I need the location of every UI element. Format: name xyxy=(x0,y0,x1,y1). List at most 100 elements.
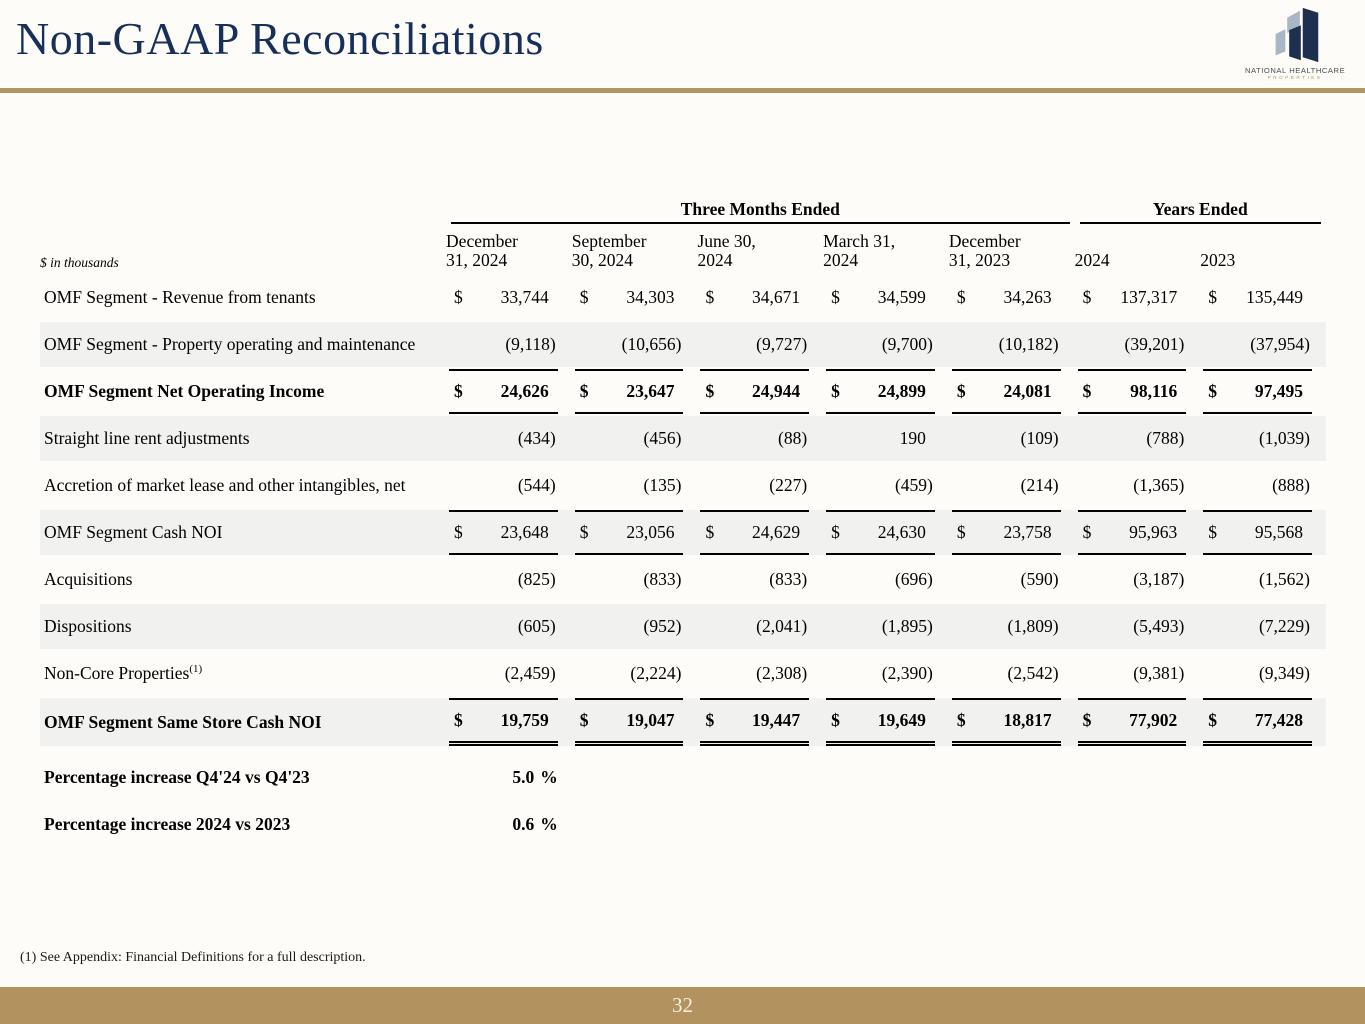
table-row: Acquisitions (825) (833) (833) (696) (590) (3,… xyxy=(40,556,1326,603)
value-cell: (2,041) xyxy=(697,603,824,650)
value-cell: (227) xyxy=(769,475,808,495)
units-note: $ in thousands xyxy=(40,255,119,270)
page-number: 32 xyxy=(672,993,693,1017)
dollar-sign: $ xyxy=(956,286,966,307)
value-cell: $77,902 xyxy=(1074,697,1201,747)
value-cell: $98,116 xyxy=(1075,368,1201,415)
corner-cell xyxy=(40,196,446,224)
table-row: OMF Segment Cash NOI $23,648 $23,056 $24,62… xyxy=(40,509,1326,556)
value-cell: (10,182) xyxy=(948,321,1075,368)
value-cell: $77,428 xyxy=(1200,697,1326,747)
empty-cell xyxy=(1200,754,1326,801)
footer-bar: 32 xyxy=(0,987,1365,1024)
value-cell: $33,744 xyxy=(446,274,572,321)
row-label: Accretion of market lease and other inta… xyxy=(44,475,406,495)
value-cell: (434) xyxy=(446,415,572,462)
value-cell: (605) xyxy=(446,603,572,650)
empty-cell xyxy=(572,801,698,848)
row-label: OMF Segment Net Operating Income xyxy=(44,381,325,401)
value-cell: (1,809) xyxy=(948,603,1075,650)
dollar-sign: $ xyxy=(579,381,589,401)
dollar-sign: $ xyxy=(1082,381,1092,401)
value-cell: 190 xyxy=(823,415,949,462)
value-cell: $23,647 xyxy=(572,368,698,415)
value-cell: $24,899 xyxy=(823,368,949,415)
dollar-sign: $ xyxy=(831,286,840,307)
value-cell: (590) xyxy=(1020,569,1059,589)
row-label: OMF Segment Same Store Cash NOI xyxy=(40,697,447,747)
dollar-sign: $ xyxy=(831,381,840,401)
value-cell: (88) xyxy=(697,415,824,462)
value-cell: (788) xyxy=(1074,415,1201,462)
value-cell: $34,303 xyxy=(572,274,698,321)
empty-cell xyxy=(823,754,949,801)
value-cell: (2,224) xyxy=(630,663,682,683)
value-cell: (2,542) xyxy=(1007,663,1059,683)
column-header-row: $ in thousands December 31, 2024 September 3… xyxy=(40,224,1326,274)
empty-cell xyxy=(697,801,823,848)
dollar-sign: $ xyxy=(705,522,715,542)
company-logo: NATIONAL HEALTHCARE PROPERTIES xyxy=(1245,6,1345,81)
group-header-row: Three Months Ended Years Ended xyxy=(40,196,1326,224)
empty-cell xyxy=(1075,754,1201,801)
dollar-sign: $ xyxy=(1208,710,1218,730)
value-cell: $24,629 xyxy=(697,509,824,556)
dollar-sign: $ xyxy=(1082,522,1092,542)
empty-cell xyxy=(572,754,698,801)
logo-subtitle-text: PROPERTIES xyxy=(1267,76,1323,81)
column-header-2: June 30, 2024 xyxy=(697,230,756,271)
column-header-6: 2023 xyxy=(1200,250,1236,271)
value-cell: (214) xyxy=(1020,475,1059,495)
value-cell: (459) xyxy=(894,475,933,495)
dollar-sign: $ xyxy=(454,381,463,401)
row-label: Acquisitions xyxy=(44,569,133,589)
table-row: Dispositions (605) (952) (2,041) (1,895) (1,8… xyxy=(40,603,1326,650)
value-cell: $24,626 xyxy=(446,368,572,415)
value-cell: (1,365) xyxy=(1133,475,1185,495)
value-cell: (9,727) xyxy=(697,321,824,368)
value-cell: (5,493) xyxy=(1074,603,1201,650)
dollar-sign: $ xyxy=(1208,522,1218,542)
value-cell: (2,459) xyxy=(504,663,556,683)
table-row: OMF Segment Same Store Cash NOI $19,759 $1… xyxy=(40,697,1326,747)
value-cell: (37,954) xyxy=(1200,321,1326,368)
empty-cell xyxy=(823,801,949,848)
column-header-3: March 31, 2024 xyxy=(823,230,896,271)
value-cell: (39,201) xyxy=(1074,321,1201,368)
dollar-sign: $ xyxy=(1208,381,1218,401)
dollar-sign: $ xyxy=(956,522,966,542)
group-header-0: Three Months Ended xyxy=(446,196,1075,224)
value-cell: (833) xyxy=(643,569,682,589)
table-row: Non-Core Properties(1) (2,459) (2,224) (2,3… xyxy=(40,650,1326,697)
dollar-sign: $ xyxy=(454,710,463,730)
logo-buildings-icon xyxy=(1275,7,1319,63)
empty-cell xyxy=(949,754,1075,801)
value-cell: (456) xyxy=(571,415,698,462)
value-cell: $95,963 xyxy=(1074,509,1201,556)
footnote: (1) See Appendix: Financial Definitions … xyxy=(20,950,366,965)
dollar-sign: $ xyxy=(831,522,840,542)
value-cell: 5.0% xyxy=(512,767,558,787)
dollar-sign: $ xyxy=(956,710,966,730)
dollar-sign: $ xyxy=(579,710,589,730)
value-cell: $19,759 xyxy=(446,697,572,747)
row-label: Straight line rent adjustments xyxy=(40,415,447,462)
row-label: Dispositions xyxy=(40,603,447,650)
dollar-sign: $ xyxy=(705,286,715,307)
value-cell: $34,671 xyxy=(697,274,823,321)
value-cell: (9,349) xyxy=(1258,663,1310,683)
value-cell: $19,447 xyxy=(697,697,824,747)
value-cell: $19,649 xyxy=(823,697,949,747)
row-label: OMF Segment Cash NOI xyxy=(40,509,447,556)
table-row: OMF Segment Net Operating Income $24,626 $… xyxy=(40,368,1326,415)
dollar-sign: $ xyxy=(1208,286,1218,307)
value-cell: (10,656) xyxy=(571,321,698,368)
table-row: Accretion of market lease and other inta… xyxy=(40,462,1326,509)
empty-cell xyxy=(697,754,823,801)
value-cell: (109) xyxy=(948,415,1075,462)
group-header-1: Years Ended xyxy=(1075,196,1326,224)
row-label: Percentage increase Q4'24 vs Q4'23 xyxy=(44,767,310,787)
dollar-sign: $ xyxy=(1082,286,1092,307)
column-header-0: December 31, 2024 xyxy=(446,230,518,271)
value-cell: $19,047 xyxy=(571,697,698,747)
